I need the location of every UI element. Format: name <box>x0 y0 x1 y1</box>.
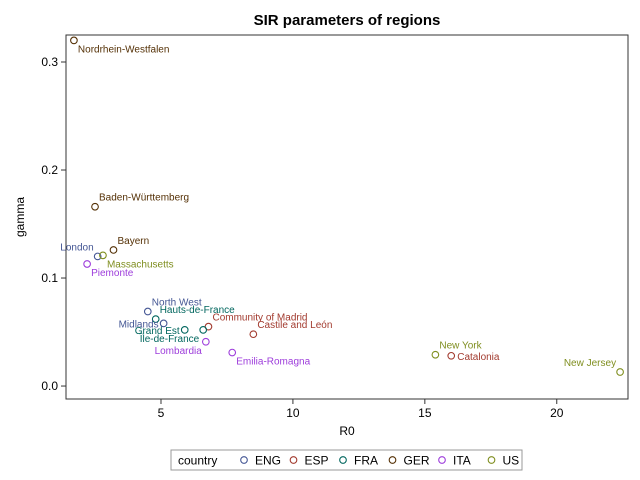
data-point <box>93 252 102 261</box>
legend: country ENG ESP FRA GER ITA US <box>170 449 523 471</box>
data-point-label: Île-de-France <box>139 332 200 345</box>
data-point-label: New York <box>439 341 482 352</box>
data-point-label: Castile and León <box>257 320 332 331</box>
data-point <box>99 251 107 260</box>
data-point <box>91 202 99 211</box>
data-point <box>616 368 624 376</box>
x-tick-label: 5 <box>158 406 165 420</box>
x-tick-label: 15 <box>418 406 432 420</box>
y-axis: 0.0 0.1 0.2 0.3 <box>41 55 66 393</box>
plot-frame <box>65 34 629 400</box>
chart-title: SIR parameters of regions <box>254 12 441 29</box>
data-point-label: Piemonte <box>91 268 134 279</box>
legend-entry-label: ESP <box>305 454 329 468</box>
data-point <box>431 350 440 359</box>
y-tick-label: 0.3 <box>41 55 58 69</box>
data-point-label: Grand Est <box>135 326 180 337</box>
data-point-label: New Jersey <box>564 358 616 369</box>
y-axis-label: gamma <box>13 197 27 237</box>
y-tick-label: 0.2 <box>41 163 58 177</box>
data-point <box>199 326 208 334</box>
data-point <box>70 36 78 45</box>
data-point <box>180 326 189 334</box>
data-point-label: Lombardia <box>155 346 203 357</box>
data-point-label: Massachusetts <box>107 259 174 270</box>
legend-entries: ENG ESP FRA GER ITA US <box>240 454 520 468</box>
legend-entry-label: ENG <box>255 454 281 468</box>
data-point <box>151 315 160 323</box>
legend-marker <box>388 456 397 464</box>
data-point-label: Baden-Württemberg <box>99 193 189 204</box>
x-axis: 5 10 15 20 <box>158 399 564 420</box>
legend-marker <box>438 456 446 464</box>
data-point-label: Community of Madrid <box>212 313 307 324</box>
data-point <box>159 319 168 328</box>
legend-marker <box>240 456 248 464</box>
data-points: Nordrhein-Westfalen Baden-Württemberg Baye… <box>60 36 624 376</box>
legend-entry-label: GER <box>404 454 430 468</box>
data-point <box>83 260 91 268</box>
legend-entry-label: ITA <box>453 454 471 468</box>
data-point-label: Midlands <box>119 319 159 330</box>
legend-marker <box>487 456 496 464</box>
legend-marker <box>339 456 347 464</box>
x-axis-label: R0 <box>339 424 355 438</box>
legend-marker <box>289 456 298 464</box>
data-point-label: Catalonia <box>457 352 500 363</box>
y-tick-label: 0.0 <box>41 379 58 393</box>
data-point <box>109 246 118 254</box>
data-point-label: Hauts-de-France <box>160 305 235 316</box>
data-point-label: North West <box>152 298 202 309</box>
data-point-label: London <box>60 242 93 253</box>
data-point <box>249 330 258 339</box>
legend-entry-label: FRA <box>354 454 378 468</box>
legend-title: country <box>178 454 217 468</box>
data-point-label: Emilia-Romagna <box>236 357 310 368</box>
y-tick-label: 0.1 <box>41 271 58 285</box>
x-tick-label: 20 <box>550 406 564 420</box>
data-point-label: Bayern <box>117 236 149 247</box>
data-point-label: Nordrhein-Westfalen <box>78 44 170 55</box>
data-point <box>447 351 456 360</box>
data-point <box>228 348 237 357</box>
data-point <box>201 337 210 346</box>
legend-entry-label: US <box>503 454 520 468</box>
x-tick-label: 10 <box>286 406 300 420</box>
data-point <box>143 307 152 316</box>
